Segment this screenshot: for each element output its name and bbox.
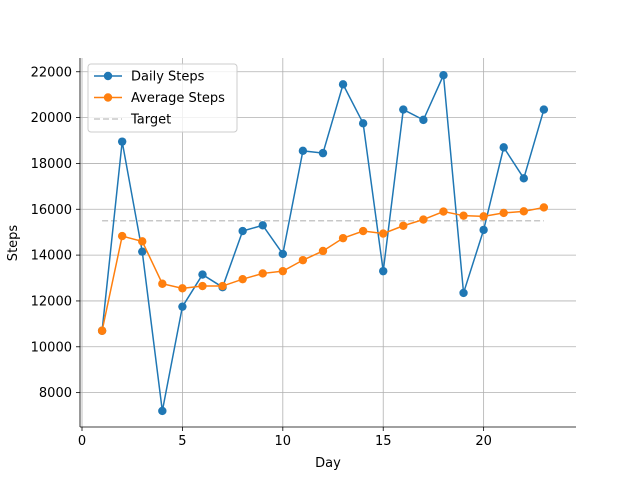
y-tick-label: 14000 <box>31 249 72 264</box>
legend-label: Target <box>130 113 171 128</box>
data-point <box>278 266 288 276</box>
legend-label: Daily Steps <box>131 70 205 85</box>
legend-marker <box>103 71 113 81</box>
y-tick-label: 8000 <box>39 386 72 401</box>
data-point <box>178 302 187 311</box>
x-axis-label: Day <box>315 456 341 471</box>
legend-label: Average Steps <box>131 91 225 106</box>
y-tick-label: 22000 <box>31 65 72 80</box>
data-point <box>419 115 428 125</box>
y-tick-label: 16000 <box>31 203 72 218</box>
x-tick-label: 0 <box>78 434 86 449</box>
data-point <box>479 212 488 221</box>
data-point <box>97 326 107 335</box>
data-point <box>459 288 468 298</box>
y-tick-label: 18000 <box>31 157 72 172</box>
x-tick-label: 20 <box>475 434 492 449</box>
data-point <box>539 203 549 212</box>
data-point <box>298 146 308 156</box>
data-point <box>298 255 308 265</box>
series-line <box>101 206 545 331</box>
data-point <box>198 270 207 279</box>
data-point <box>158 279 167 288</box>
y-tick-label: 10000 <box>31 340 72 355</box>
x-tick-label: 15 <box>375 434 392 449</box>
data-point <box>138 247 147 256</box>
data-point <box>158 406 167 416</box>
data-point <box>278 249 288 259</box>
data-point <box>117 231 127 241</box>
data-point <box>238 274 247 284</box>
y-axis-ticks: 8000 10000 12000 14000 16000 18000 20000 22000 <box>31 65 80 401</box>
legend: Daily Steps Average Steps Target <box>87 63 238 133</box>
data-point <box>258 221 267 230</box>
data-point <box>178 284 187 293</box>
data-point <box>138 237 147 246</box>
data-point <box>419 215 428 224</box>
y-tick-label: 12000 <box>31 294 72 309</box>
data-point <box>379 266 388 276</box>
series-group <box>97 70 549 416</box>
data-point <box>519 207 528 216</box>
data-point <box>258 269 267 278</box>
data-point <box>218 281 227 291</box>
x-tick-label: 5 <box>178 434 186 449</box>
data-point <box>358 226 368 236</box>
data-point <box>499 208 508 218</box>
axes-spines <box>79 58 576 428</box>
x-axis-ticks: 0 5 10 15 20 <box>78 427 492 449</box>
data-point <box>117 137 127 146</box>
data-point <box>338 233 348 243</box>
data-point <box>399 221 408 230</box>
legend-marker <box>103 93 113 102</box>
data-point <box>439 207 448 216</box>
data-point <box>238 226 247 236</box>
x-tick-label: 10 <box>275 434 292 449</box>
y-axis-label: Steps <box>6 225 21 262</box>
data-point <box>519 174 528 183</box>
data-point <box>399 105 408 114</box>
data-point <box>318 148 328 158</box>
data-point <box>318 246 328 256</box>
data-point <box>499 143 508 152</box>
data-point <box>479 225 488 235</box>
data-point <box>358 119 368 128</box>
data-point <box>439 70 448 80</box>
data-point <box>198 281 207 291</box>
data-point <box>379 229 388 238</box>
data-point <box>338 80 348 89</box>
data-point <box>539 105 549 114</box>
data-point <box>459 211 468 220</box>
y-tick-label: 20000 <box>31 111 72 126</box>
legend-box <box>87 63 238 133</box>
